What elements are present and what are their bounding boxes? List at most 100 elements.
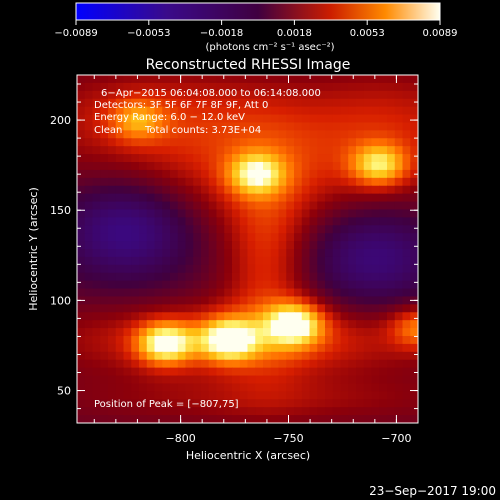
heatmap-cell	[394, 264, 404, 274]
heatmap-cell	[108, 264, 117, 274]
heatmap-cell	[255, 249, 264, 258]
heatmap-cell	[394, 343, 404, 353]
heatmap-cell	[201, 90, 210, 100]
heatmap-cell	[170, 328, 179, 337]
heatmap-cell	[387, 296, 396, 305]
heatmap-cell	[170, 415, 179, 423]
heatmap-cell	[402, 114, 411, 124]
heatmap-cell	[84, 122, 94, 131]
annotation-detectors: Detectors: 3F 5F 6F 7F 8F 9F, Att 0	[94, 100, 268, 111]
heatmap-cell	[332, 304, 342, 313]
heatmap-cell	[100, 138, 109, 147]
heatmap-cell	[77, 351, 86, 361]
heatmap-cell	[232, 201, 241, 211]
heatmap-cell	[387, 399, 396, 408]
heatmap-cell	[379, 343, 388, 353]
heatmap-cell	[371, 359, 380, 369]
heatmap-cell	[410, 138, 418, 147]
heatmap-cell	[325, 415, 334, 423]
heatmap-cell	[410, 130, 418, 139]
y-axis-label: Heliocentric Y (arcsec)	[27, 187, 40, 311]
heatmap-cell	[255, 336, 264, 345]
heatmap-cell	[356, 415, 365, 423]
heatmap-cell	[317, 264, 326, 274]
heatmap-cell	[193, 146, 202, 155]
heatmap-cell	[84, 106, 94, 116]
heatmap-cell	[123, 241, 132, 250]
heatmap-cell	[216, 320, 225, 329]
heatmap-cell	[301, 177, 311, 187]
heatmap-cell	[278, 75, 287, 84]
heatmap-cell	[317, 90, 326, 100]
heatmap-cell	[208, 138, 218, 147]
heatmap-cell	[270, 130, 280, 139]
heatmap-cell	[84, 241, 94, 250]
heatmap-cell	[115, 375, 125, 385]
heatmap-cell	[247, 75, 256, 84]
heatmap-cell	[208, 130, 218, 139]
heatmap-cell	[270, 328, 280, 337]
heatmap-cell	[146, 130, 156, 139]
heatmap-cell	[177, 351, 187, 361]
heatmap-cell	[108, 343, 117, 353]
heatmap-cell	[115, 82, 125, 92]
heatmap-cell	[239, 217, 249, 226]
heatmap-cell	[201, 75, 210, 84]
heatmap-cell	[286, 185, 295, 195]
heatmap-cell	[263, 383, 272, 392]
heatmap-cell	[177, 383, 187, 392]
heatmap-cell	[379, 146, 388, 155]
heatmap-cell	[77, 130, 86, 139]
heatmap-cell	[309, 162, 318, 171]
heatmap-cell	[340, 383, 349, 392]
heatmap-cell	[208, 320, 218, 329]
heatmap-cell	[232, 328, 241, 337]
heatmap-cell	[387, 122, 396, 131]
heatmap-cell	[162, 328, 171, 337]
heatmap-cell	[379, 177, 388, 187]
heatmap-cell	[139, 304, 148, 313]
heatmap-cell	[177, 336, 187, 345]
heatmap-cell	[108, 114, 117, 124]
heatmap-cell	[325, 138, 334, 147]
heatmap-cell	[84, 75, 94, 84]
heatmap-cell	[146, 320, 156, 329]
heatmap-cell	[379, 328, 388, 337]
heatmap-cell	[201, 185, 210, 195]
heatmap-cell	[177, 375, 187, 385]
colorbar-ticks	[75, 20, 441, 25]
heatmap-cell	[193, 90, 202, 100]
heatmap-cell	[92, 233, 101, 242]
heatmap-cell	[410, 82, 418, 92]
heatmap-cell	[356, 312, 365, 321]
heatmap-cell	[131, 154, 140, 163]
heatmap-cell	[356, 351, 365, 361]
heatmap-cell	[402, 169, 411, 179]
heatmap-cell	[146, 98, 156, 108]
heatmap-cell	[363, 154, 373, 163]
heatmap-cell	[379, 217, 388, 226]
heatmap-cell	[348, 407, 357, 416]
heatmap-cell	[371, 312, 380, 321]
heatmap-cell	[340, 304, 349, 313]
heatmap-cell	[185, 280, 194, 290]
heatmap-cell	[201, 328, 210, 337]
heatmap-cell	[356, 336, 365, 345]
heatmap-cell	[170, 383, 179, 392]
heatmap-cell	[325, 201, 334, 211]
heatmap-cell	[239, 336, 249, 345]
heatmap-cell	[193, 343, 202, 353]
heatmap-cell	[208, 343, 218, 353]
heatmap-cell	[216, 154, 225, 163]
heatmap-cell	[224, 312, 233, 321]
heatmap-cell	[301, 328, 311, 337]
heatmap-cell	[92, 296, 101, 305]
heatmap-cell	[286, 296, 295, 305]
heatmap-cell	[201, 217, 210, 226]
heatmap-cell	[340, 249, 349, 258]
heatmap-cell	[356, 304, 365, 313]
heatmap-cell	[402, 154, 411, 163]
heatmap-cell	[193, 169, 202, 179]
heatmap-cell	[309, 193, 318, 203]
heatmap-cell	[410, 225, 418, 234]
